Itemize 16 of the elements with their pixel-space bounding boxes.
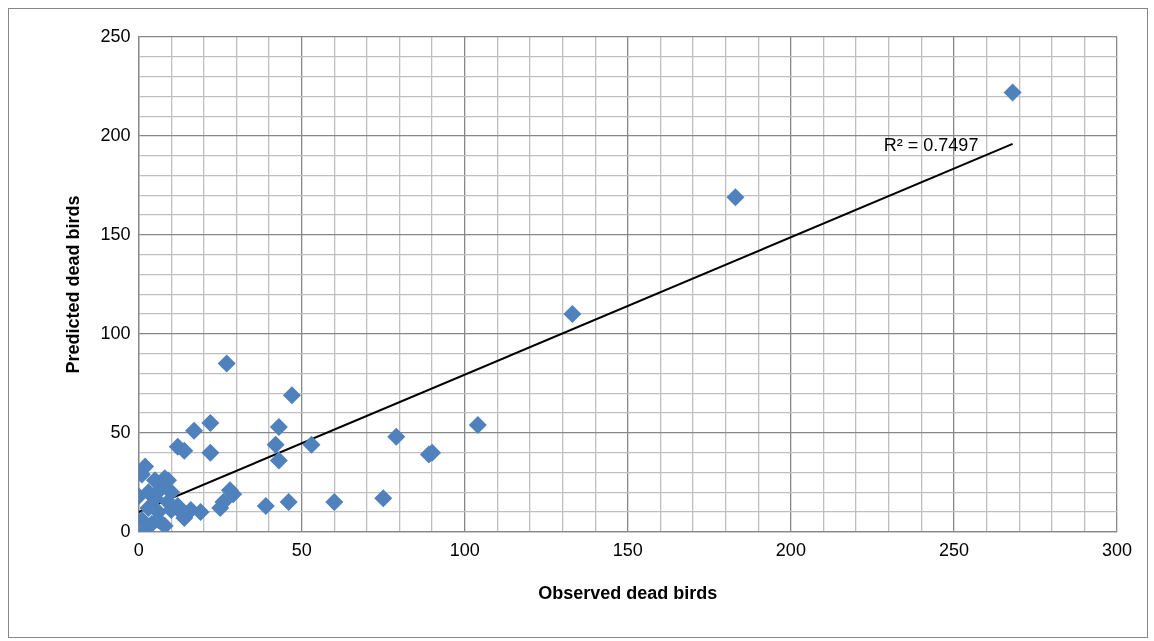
y-tick-label: 250 [100,25,131,46]
x-tick-label: 50 [291,539,312,560]
x-axis-title: Observed dead birds [538,583,718,604]
y-axis-title: Predicted dead birds [62,195,83,374]
y-tick-label: 200 [100,124,131,145]
x-tick-label: 300 [1101,539,1133,560]
x-tick-label: 250 [938,539,969,560]
x-tick-label: 200 [775,539,806,560]
y-tick-label: 100 [100,322,131,343]
y-tick-label: 150 [100,223,131,244]
x-tick-label: 0 [133,539,144,560]
y-tick-label: 50 [110,421,131,442]
annotation: R² = 0.7497 [883,134,979,155]
x-tick-label: 150 [612,539,643,560]
x-tick-label: 100 [449,539,480,560]
y-tick-label: 0 [120,520,131,541]
